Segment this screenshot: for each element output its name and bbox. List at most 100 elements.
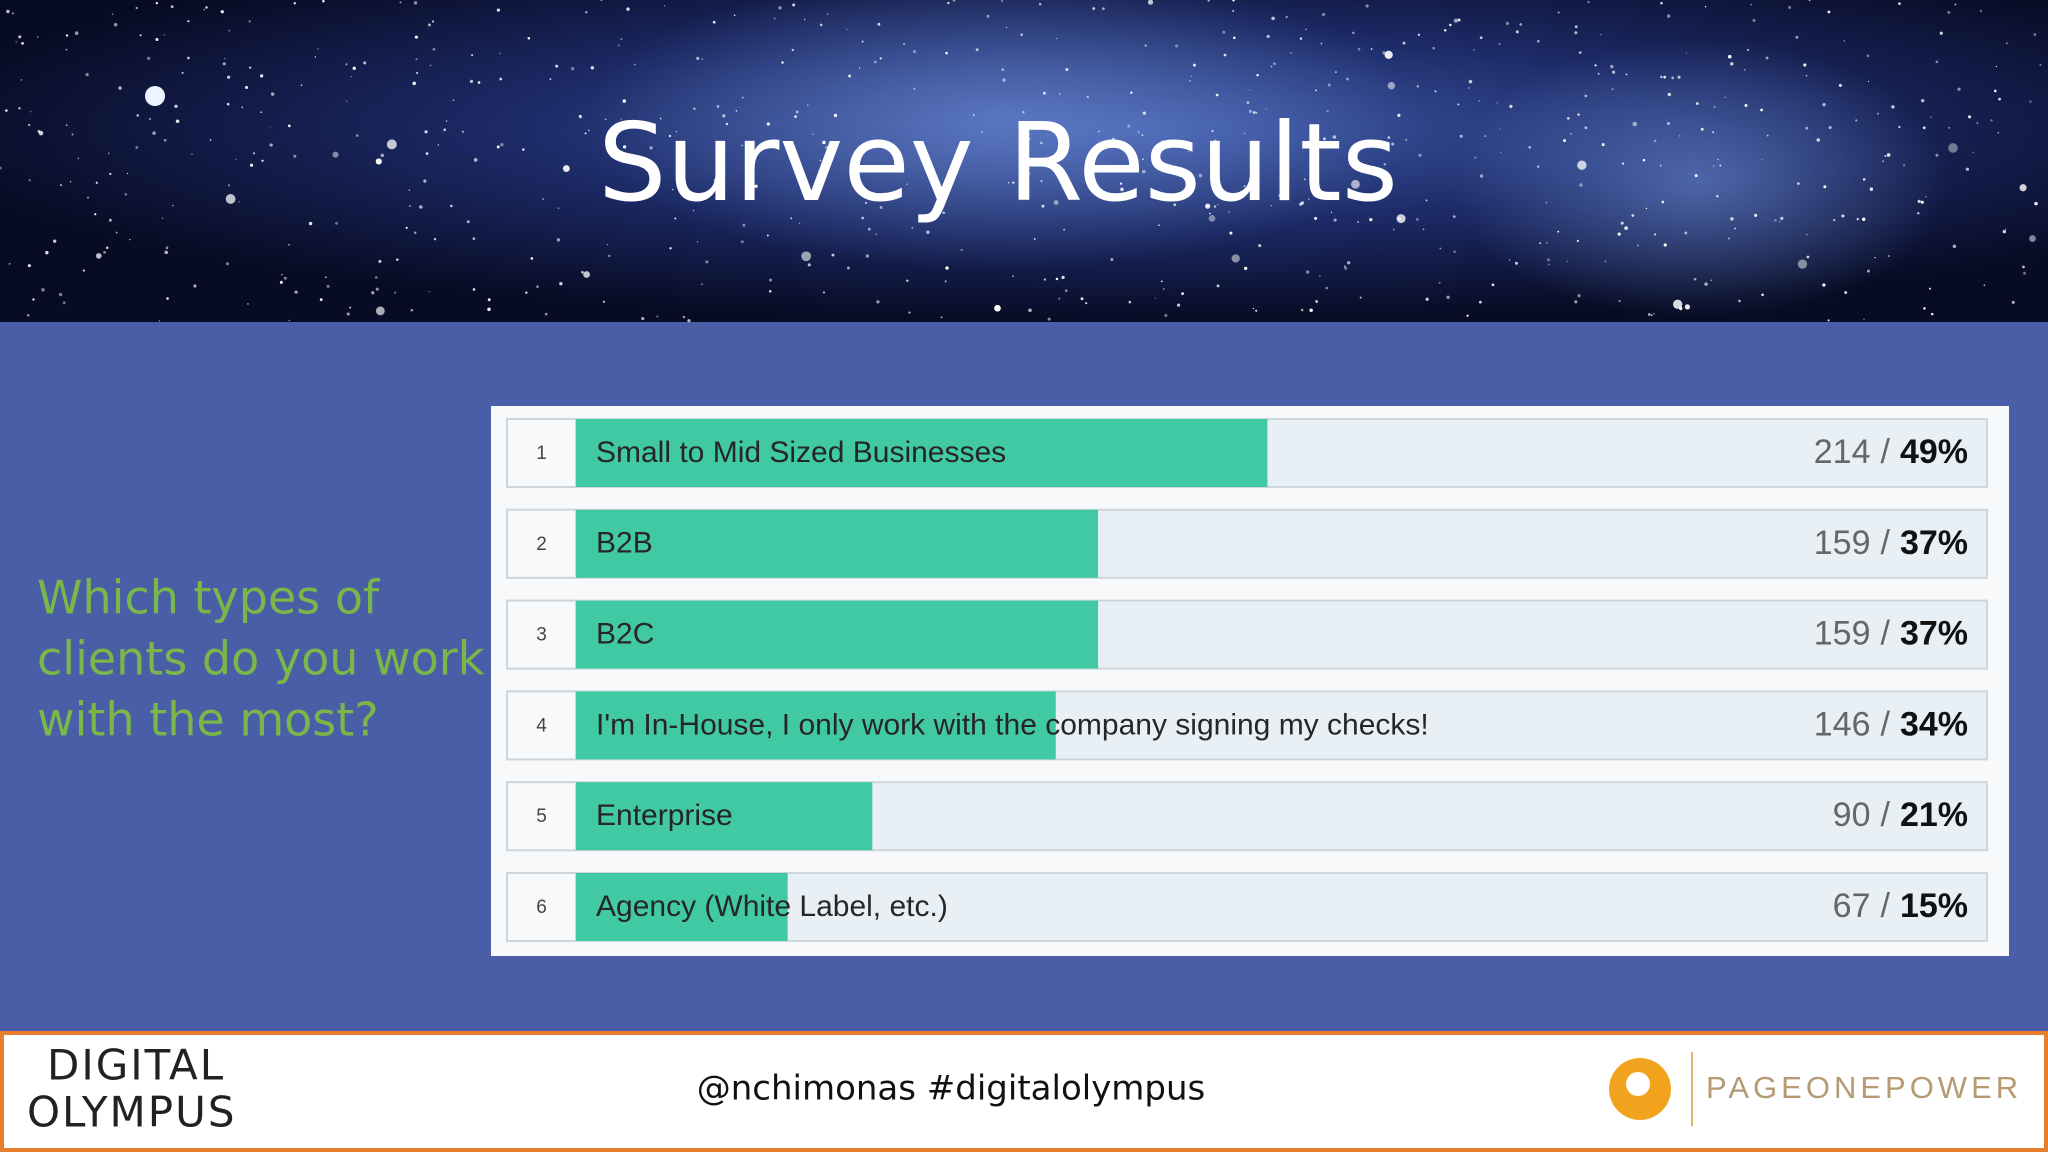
star — [626, 197, 628, 199]
star — [1673, 299, 1683, 309]
star — [1671, 76, 1675, 80]
star — [2039, 63, 2042, 66]
star — [1160, 140, 1164, 143]
star — [1252, 307, 1255, 310]
star — [1983, 284, 1986, 287]
star — [205, 6, 208, 9]
star — [1536, 165, 1540, 168]
star — [860, 147, 864, 151]
star — [1827, 10, 1831, 14]
star — [1357, 47, 1361, 51]
star — [1047, 317, 1051, 321]
star — [1216, 203, 1219, 206]
rank-cell — [506, 418, 577, 488]
star — [1631, 214, 1635, 217]
star — [926, 230, 930, 234]
star — [1867, 80, 1870, 83]
value-label: 67/ 15% — [1833, 887, 1968, 925]
star — [1438, 281, 1441, 284]
star — [164, 250, 168, 255]
star — [692, 209, 695, 212]
star — [269, 143, 273, 147]
separator: / — [1880, 433, 1890, 471]
star — [1805, 74, 1808, 77]
star — [1990, 119, 1993, 122]
star — [1972, 151, 1975, 154]
footer — [0, 1031, 2048, 1152]
star — [1270, 65, 1273, 68]
star — [1416, 85, 1420, 88]
star — [1063, 228, 1066, 231]
star — [1055, 277, 1059, 281]
star — [1677, 75, 1681, 79]
star — [536, 285, 539, 288]
star — [1229, 231, 1233, 235]
star — [1891, 105, 1895, 109]
star — [975, 48, 979, 52]
star — [1120, 187, 1124, 192]
star — [288, 243, 290, 246]
star — [1604, 260, 1607, 263]
star — [1405, 138, 1408, 141]
footer-handle: @nchimonas #digitalolympus — [697, 1069, 1206, 1109]
star — [105, 246, 109, 250]
star — [247, 303, 249, 305]
star — [1213, 205, 1217, 208]
star — [1053, 200, 1059, 205]
star — [1055, 37, 1058, 40]
star — [1618, 299, 1621, 303]
star — [227, 184, 231, 187]
star — [1887, 254, 1890, 258]
star — [626, 7, 630, 11]
star — [113, 23, 118, 27]
star — [1478, 100, 1481, 102]
star — [1822, 102, 1826, 107]
star — [1995, 65, 1998, 68]
star — [1838, 83, 1842, 87]
star — [795, 110, 799, 114]
bar — [576, 691, 1056, 760]
percent: 21% — [1900, 796, 1968, 834]
star — [1547, 258, 1550, 262]
star — [1418, 153, 1422, 157]
star — [1466, 314, 1469, 317]
star — [1719, 164, 1722, 167]
bar — [576, 873, 788, 941]
star — [152, 131, 156, 135]
star — [1058, 92, 1061, 95]
value-label: 214/ 49% — [1814, 433, 1968, 471]
star — [378, 259, 382, 263]
star — [1632, 121, 1638, 127]
star — [1147, 0, 1154, 5]
star — [1319, 275, 1321, 277]
star — [1387, 136, 1391, 139]
star — [423, 179, 427, 183]
star — [1246, 101, 1250, 104]
logo-right: PAGEONEPOWER — [1706, 1070, 2022, 1105]
star — [1939, 31, 1943, 35]
star — [95, 253, 102, 259]
star — [165, 246, 169, 250]
star — [32, 298, 35, 301]
star — [735, 110, 738, 112]
star — [1625, 73, 1628, 76]
star — [1498, 43, 1501, 45]
star — [193, 284, 197, 288]
star — [1315, 300, 1318, 303]
star — [994, 304, 1001, 312]
star — [1271, 16, 1275, 21]
star — [224, 57, 226, 60]
star — [1012, 181, 1015, 184]
star — [1843, 40, 1845, 42]
star — [1780, 216, 1784, 221]
star — [1391, 142, 1395, 146]
star — [77, 157, 79, 160]
star — [443, 128, 447, 132]
star — [1744, 104, 1748, 107]
star — [865, 202, 868, 204]
star — [428, 290, 431, 293]
separator: / — [1880, 615, 1890, 653]
star — [701, 58, 703, 60]
star — [245, 85, 249, 89]
star — [754, 184, 758, 188]
